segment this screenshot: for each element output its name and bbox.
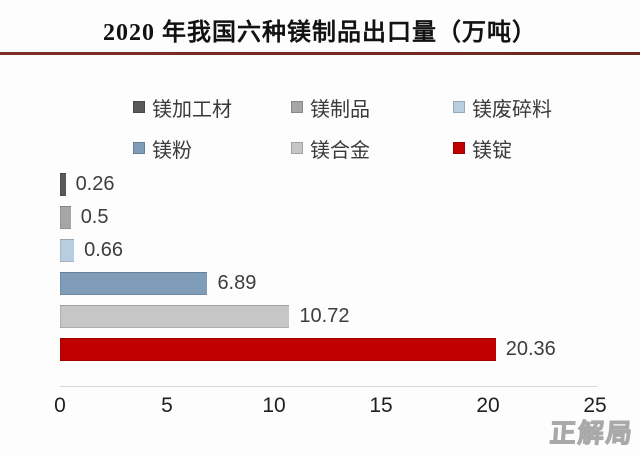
x-tick-label: 20 — [476, 394, 500, 417]
legend-label: 镁加工材 — [152, 98, 232, 121]
x-axis-line — [60, 386, 597, 387]
bar-value-label: 0.26 — [75, 173, 115, 195]
legend-item: 镁锭 — [453, 135, 620, 162]
legend-label: 镁粉 — [152, 139, 192, 162]
legend-marker-swatch — [133, 101, 145, 113]
legend-marker-swatch — [453, 101, 465, 113]
bar-镁制品 — [60, 206, 71, 229]
bar-row: 6.89 — [60, 267, 620, 300]
bar-value-label: 0.66 — [84, 239, 124, 261]
legend-marker-swatch — [291, 101, 303, 113]
legend: 镁加工材 镁制品 镁废碎料镁粉 镁合金 镁锭 — [133, 94, 620, 162]
bar-value-label: 20.36 — [505, 338, 556, 360]
legend-label: 镁锭 — [472, 139, 512, 162]
x-axis: 0 5 10 15 20 25 — [54, 394, 607, 424]
x-tick-label: 5 — [161, 394, 173, 417]
bar-镁合金 — [60, 305, 290, 328]
title-divider — [0, 52, 640, 55]
legend-label: 镁合金 — [310, 139, 370, 162]
bar-row: 10.72 — [60, 300, 620, 333]
legend-label: 镁废碎料 — [472, 98, 552, 121]
legend-marker-swatch — [291, 142, 303, 154]
legend-marker-swatch — [133, 142, 145, 154]
chart-title: 2020 年我国六种镁制品出口量（万吨） — [103, 20, 537, 46]
bar-row: 0.5 — [60, 201, 620, 234]
legend-label: 镁制品 — [310, 98, 370, 121]
watermark: 正解局 — [548, 418, 635, 448]
legend-item: 镁合金 — [291, 135, 453, 162]
legend-item: 镁制品 — [291, 94, 453, 121]
bar-value-label: 6.89 — [217, 272, 257, 294]
bar-镁粉 — [60, 272, 208, 295]
plot-area: 0.26 0.5 0.66 6.89 10.72 20.36 — [60, 168, 620, 366]
x-tick-label: 15 — [369, 394, 393, 417]
bar-镁加工材 — [60, 173, 66, 196]
legend-item: 镁废碎料 — [453, 94, 620, 121]
bar-row: 0.26 — [60, 168, 620, 201]
bar-row: 20.36 — [60, 333, 620, 366]
bar-镁锭 — [60, 338, 496, 361]
bar-value-label: 0.5 — [80, 206, 109, 228]
bar-镁废碎料 — [60, 239, 75, 262]
x-tick-label: 10 — [262, 394, 286, 417]
x-tick-label: 25 — [583, 394, 607, 417]
bar-value-label: 10.72 — [299, 305, 350, 327]
legend-item: 镁粉 — [133, 135, 291, 162]
bar-row: 0.66 — [60, 234, 620, 267]
x-tick-label: 0 — [54, 394, 66, 417]
legend-marker-swatch — [453, 142, 465, 154]
legend-item: 镁加工材 — [133, 94, 291, 121]
